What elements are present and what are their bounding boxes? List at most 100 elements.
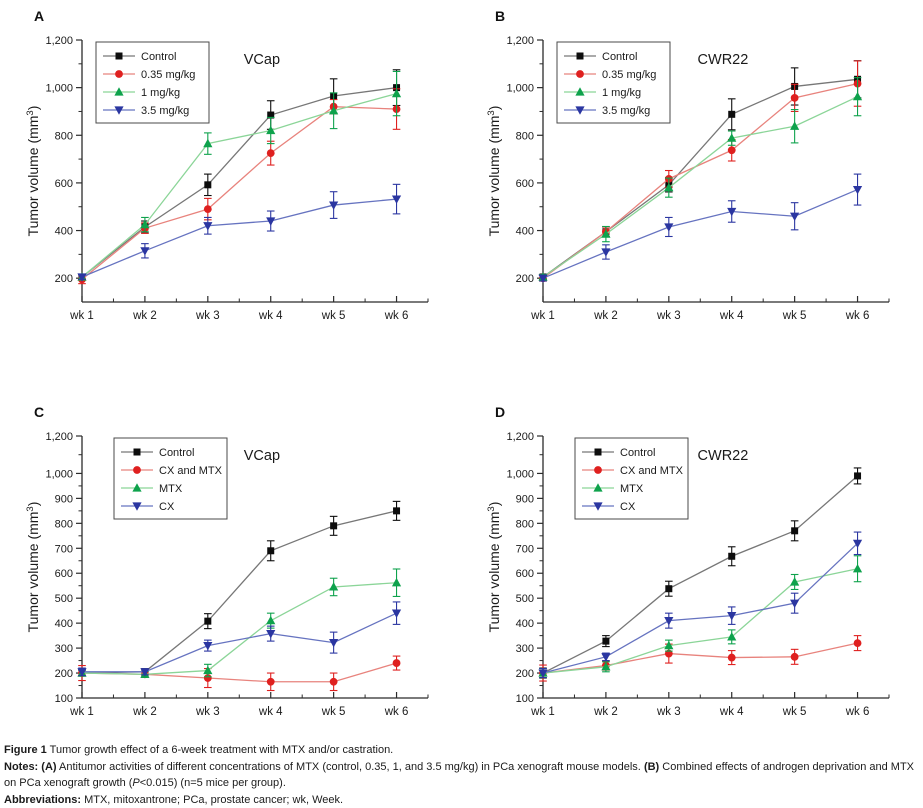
legend-label: CX and MTX [620,465,684,477]
y-tick-label: 800 [55,130,73,142]
marker-triangle-down [392,610,401,618]
marker-triangle-up [853,564,862,572]
x-tick-label: wk 3 [656,310,681,322]
marker-square [204,618,211,625]
notes-a-label: (A) [38,761,56,773]
chart-svg-C: 1002003004005006007008009001,0001,200wk … [24,408,454,738]
series-3.5-mg/kg [538,174,862,283]
x-tick-label: wk 3 [195,310,220,322]
legend-label: 3.5 mg/kg [602,105,650,117]
y-tick-label: 500 [55,593,73,605]
marker-circle [728,654,736,662]
caption-figure-line: Figure 1 Tumor growth effect of a 6-week… [4,742,915,759]
marker-square [577,53,584,60]
y-tick-label: 300 [516,643,534,655]
legend-label: 1 mg/kg [602,87,641,99]
legend-label: MTX [159,483,183,495]
y-tick-label: 800 [55,518,73,530]
marker-square [854,472,861,479]
marker-square [204,181,211,188]
marker-triangle-down [601,248,610,256]
series-line [82,583,397,675]
y-tick-label: 600 [516,568,534,580]
figure-text: Tumor growth effect of a 6-week treatmen… [47,744,393,756]
x-tick-label: wk 1 [530,706,555,718]
legend-label: 3.5 mg/kg [141,105,189,117]
y-tick-label: 1,200 [506,431,534,443]
marker-circle [854,639,862,647]
y-tick-label: 1,000 [506,468,534,480]
y-tick-label: 100 [55,693,73,705]
legend-label: 0.35 mg/kg [141,69,195,81]
x-tick-label: wk 4 [258,310,283,322]
y-tick-label: 400 [516,226,534,238]
x-tick-label: wk 1 [69,310,94,322]
marker-circle [728,146,736,154]
marker-triangle-up [853,92,862,100]
x-tick-label: wk 6 [384,310,409,322]
marker-circle [267,678,275,686]
plot-title: VCap [244,448,280,464]
y-tick-label: 900 [516,493,534,505]
marker-circle [791,94,799,102]
marker-triangle-up [392,578,401,586]
notes-a-text: Antitumor activities of different concen… [57,761,644,773]
y-tick-label: 600 [55,178,73,190]
x-tick-label: wk 6 [384,706,409,718]
series-3.5-mg/kg [77,184,401,281]
legend-label: Control [620,447,655,459]
legend-label: MTX [620,483,644,495]
x-tick-label: wk 2 [593,706,618,718]
marker-circle [393,659,401,667]
marker-square [728,111,735,118]
abbrev-label: Abbreviations: [4,794,81,806]
abbrev-text: MTX, mitoxantrone; PCa, prostate cancer;… [81,794,343,806]
marker-square [728,553,735,560]
chart-svg-D: 1002003004005006007008009001,0001,200wk … [485,408,915,738]
marker-triangle-down [140,247,149,255]
notes-label: Notes: [4,761,38,773]
x-tick-label: wk 5 [321,706,346,718]
y-tick-label: 300 [55,643,73,655]
x-tick-label: wk 1 [69,706,94,718]
marker-triangle-down [853,186,862,194]
figure-label: Figure 1 [4,744,47,756]
y-tick-label: 1,200 [45,35,73,47]
y-tick-label: 800 [516,130,534,142]
marker-circle [791,653,799,661]
legend-label: CX and MTX [159,465,223,477]
marker-triangle-up [790,121,799,129]
x-tick-label: wk 4 [719,706,744,718]
x-tick-label: wk 5 [782,706,807,718]
marker-triangle-down [790,213,799,221]
y-tick-label: 400 [516,618,534,630]
x-tick-label: wk 3 [195,706,220,718]
marker-triangle-down [203,642,212,650]
legend-label: 1 mg/kg [141,87,180,99]
marker-circle [330,678,338,686]
marker-square [393,507,400,514]
marker-triangle-up [203,666,212,674]
marker-square [791,527,798,534]
x-tick-label: wk 2 [593,310,618,322]
y-tick-label: 1,200 [506,35,534,47]
x-tick-label: wk 2 [132,706,157,718]
x-tick-label: wk 4 [719,310,744,322]
y-axis-title: Tumor volume (mm3) [25,106,41,237]
y-axis-title: Tumor volume (mm3) [25,502,41,633]
series-cx-and-mtx [539,636,861,681]
series-line [82,511,397,673]
x-tick-label: wk 5 [782,310,807,322]
y-tick-label: 900 [55,493,73,505]
